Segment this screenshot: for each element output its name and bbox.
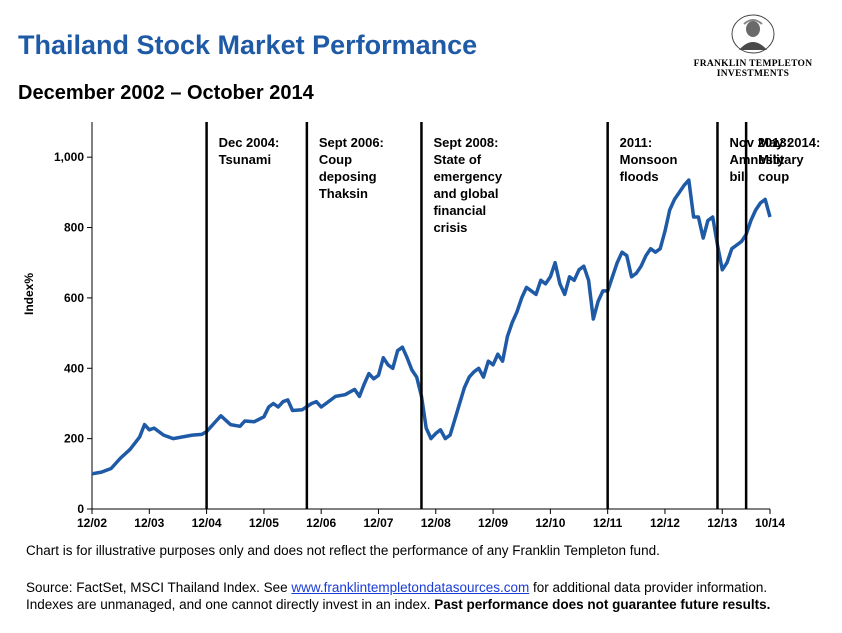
event-label-line: 2011:	[620, 135, 653, 150]
line-chart: 0 200 400 600 800 1,000 12/02 12/03 12/04 12/05 12…	[54, 122, 820, 530]
event-label-line: Nov 2013:	[729, 135, 790, 150]
x-tick-label: 12/11	[593, 516, 623, 530]
x-tick-label: 12/02	[77, 516, 107, 530]
x-tick-label: 12/09	[478, 516, 508, 530]
event-label-line: Dec 2004:	[219, 135, 280, 150]
y-tick-label: 1,000	[54, 150, 84, 164]
event-label-line: Military	[758, 152, 804, 167]
x-tick-label: 12/07	[363, 516, 393, 530]
chart-axes: 0 200 400 600 800 1,000 12/02 12/03 12/04 12/05 12…	[54, 122, 785, 530]
x-tick-label: 12/06	[306, 516, 336, 530]
event-label-line: deposing	[319, 169, 377, 184]
x-tick-label: 12/03	[134, 516, 164, 530]
event-label-line: State of	[433, 152, 481, 167]
event-label: 2011: Monsoon floods	[620, 135, 678, 184]
event-label-line: Coup	[319, 152, 352, 167]
event-label-line: coup	[758, 169, 789, 184]
portrait-emblem-icon	[731, 14, 775, 54]
x-tick-label: 10/14	[755, 516, 785, 530]
event-label-line: emergency	[433, 169, 502, 184]
event-label-line: Monsoon	[620, 152, 678, 167]
series-line	[91, 178, 772, 476]
y-tick-label: 400	[64, 361, 84, 375]
past-performance-warning: Past performance does not guarantee futu…	[434, 596, 771, 612]
y-tick-label: 600	[64, 291, 84, 305]
disclaimer-text: Chart is for illustrative purposes only …	[26, 543, 660, 558]
event-label-line: Amnesty	[729, 152, 785, 167]
x-tick-label: 12/05	[249, 516, 279, 530]
x-tick-label: 12/12	[650, 516, 680, 530]
event-label: Dec 2004: Tsunami	[219, 135, 280, 167]
y-axis-label: Index%	[22, 272, 36, 315]
event-label-line: crisis	[433, 220, 467, 235]
x-tick-label: 12/10	[535, 516, 565, 530]
data-sources-link[interactable]: www.franklintempletondatasources.com	[291, 580, 530, 595]
franklin-templeton-logo: FRANKLIN TEMPLETON INVESTMENTS	[690, 14, 816, 79]
source-prefix: Source: FactSet, MSCI Thailand Index. Se…	[26, 580, 292, 595]
y-tick-label: 200	[64, 432, 84, 446]
event-label-line: Tsunami	[219, 152, 272, 167]
logo-line-2: INVESTMENTS	[716, 69, 790, 79]
x-tick-label: 12/13	[707, 516, 737, 530]
y-tick-label: 800	[64, 221, 84, 235]
page-title: Thailand Stock Market Performance	[18, 30, 478, 60]
event-label-line: May 2014:	[758, 135, 820, 150]
event-label: Sept 2008: State of emergency and global fin…	[433, 135, 502, 235]
event-label-line: and global	[433, 186, 498, 201]
x-tick-label: 12/08	[421, 516, 451, 530]
chart-series	[91, 178, 772, 476]
event-label: May 2014: Military coup	[758, 135, 820, 184]
chart-events: Dec 2004: Tsunami Sept 2006: Coup deposing Th…	[205, 122, 820, 509]
event-label-line: floods	[620, 169, 659, 184]
source-note: Source: FactSet, MSCI Thailand Index. Se…	[26, 580, 806, 613]
event-label-line: Sept 2008:	[433, 135, 498, 150]
page-subtitle: December 2002 – October 2014	[18, 82, 314, 104]
source-middle: for additional data provider information…	[26, 580, 768, 612]
logo-line-1: FRANKLIN TEMPLETON	[693, 59, 813, 69]
event-label: Nov 2013: Amnesty bill	[729, 135, 790, 184]
event-label-line: financial	[433, 203, 486, 218]
y-tick-label: 0	[77, 502, 84, 516]
event-label-line: Thaksin	[319, 186, 368, 201]
event-label: Sept 2006: Coup deposing Thaksin	[319, 135, 384, 201]
event-label-line: bill	[729, 169, 748, 184]
x-tick-label: 12/04	[192, 516, 222, 530]
event-label-line: Sept 2006:	[319, 135, 384, 150]
